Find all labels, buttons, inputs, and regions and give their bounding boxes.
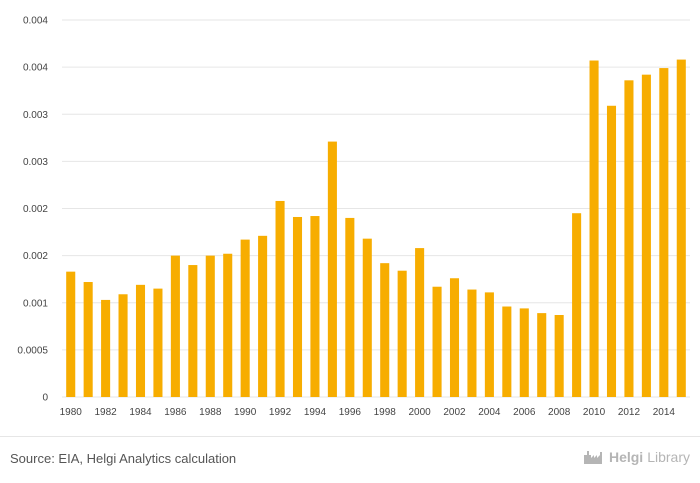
bar-2015[interactable]	[676, 59, 686, 398]
bar-1993[interactable]	[292, 216, 303, 397]
bar-1989[interactable]	[223, 253, 233, 397]
bar-2001[interactable]	[432, 286, 442, 397]
x-tick-label: 2002	[443, 407, 466, 418]
bar-1991[interactable]	[258, 235, 268, 397]
bar-1983[interactable]	[118, 294, 128, 397]
bar-2000[interactable]	[415, 248, 425, 397]
bar-1988[interactable]	[205, 255, 215, 397]
bar-1984[interactable]	[135, 284, 146, 397]
x-tick-label: 2012	[618, 407, 641, 418]
bar-1992[interactable]	[275, 200, 285, 397]
x-tick-label: 1986	[164, 407, 187, 418]
bar-2005[interactable]	[502, 306, 512, 397]
bar-2013[interactable]	[641, 74, 651, 397]
gridlines	[62, 19, 690, 398]
bar-2012[interactable]	[624, 80, 634, 397]
x-tick-label: 1988	[199, 407, 222, 418]
bar-1980[interactable]	[66, 271, 76, 397]
x-tick-label: 1982	[94, 407, 117, 418]
y-tick-label: 0.003	[23, 110, 48, 121]
x-tick-label: 1992	[269, 407, 292, 418]
bar-1995[interactable]	[327, 141, 337, 397]
bar-1990[interactable]	[240, 239, 250, 397]
y-tick-label: 0.002	[23, 204, 48, 215]
bar-1994[interactable]	[310, 216, 320, 397]
y-axis-ticks: 0 0.0005 0.001 0.002 0.002 0.003 0.003 0.004 0.0…	[17, 16, 48, 404]
bar-2014[interactable]	[659, 68, 669, 397]
x-tick-label: 1990	[234, 407, 257, 418]
bar-1987[interactable]	[188, 265, 198, 397]
x-tick-label: 2000	[408, 407, 431, 418]
bar-1998[interactable]	[380, 263, 390, 397]
bar-2006[interactable]	[519, 308, 529, 397]
x-tick-label: 2008	[548, 407, 571, 418]
bar-2009[interactable]	[572, 213, 582, 397]
x-axis-ticks: 1980 1982 1984 1986 1988 1990 1992 1994 1996 1998…	[60, 407, 676, 418]
bar-1986[interactable]	[170, 255, 180, 397]
x-tick-label: 2006	[513, 407, 536, 418]
x-tick-label: 1994	[304, 407, 327, 418]
bar-2002[interactable]	[449, 278, 460, 397]
brand-name-part1: Helgi	[608, 449, 644, 465]
x-tick-label: 2014	[653, 407, 676, 418]
bar-2004[interactable]	[484, 292, 494, 397]
bar-1981[interactable]	[83, 282, 93, 397]
x-tick-label: 1984	[129, 407, 152, 418]
y-tick-label: 0.003	[23, 157, 48, 168]
bars	[66, 59, 686, 398]
y-tick-label: 0.0005	[17, 345, 48, 356]
x-tick-label: 2010	[583, 407, 606, 418]
helgi-library-logo[interactable]: Helgi Library	[583, 449, 690, 465]
y-tick-label: 0.004	[23, 16, 48, 27]
bar-2003[interactable]	[467, 289, 477, 397]
x-tick-label: 1998	[374, 407, 397, 418]
y-tick-label: 0.002	[23, 251, 48, 262]
factory-icon	[583, 451, 602, 464]
bar-1999[interactable]	[397, 270, 407, 397]
y-tick-label: 0.004	[23, 63, 48, 74]
bar-2008[interactable]	[554, 315, 564, 397]
bar-1982[interactable]	[101, 299, 111, 397]
y-tick-label: 0	[42, 393, 48, 404]
x-tick-label: 1996	[339, 407, 362, 418]
bar-2011[interactable]	[606, 105, 617, 397]
footer: Source: EIA, Helgi Analytics calculation…	[0, 436, 700, 483]
bar-1996[interactable]	[345, 217, 355, 397]
bar-2007[interactable]	[537, 313, 547, 397]
x-tick-label: 2004	[478, 407, 501, 418]
source-note: Source: EIA, Helgi Analytics calculation	[10, 451, 237, 466]
bar-1985[interactable]	[153, 288, 163, 397]
bar-2010[interactable]	[589, 60, 599, 398]
x-tick-label: 1980	[60, 407, 83, 418]
brand-name-part2: Library	[647, 449, 690, 465]
bar-chart: 0 0.0005 0.001 0.002 0.002 0.003 0.003 0.004 0.0…	[17, 16, 690, 418]
y-tick-label: 0.001	[23, 298, 48, 309]
bar-1997[interactable]	[362, 238, 372, 397]
